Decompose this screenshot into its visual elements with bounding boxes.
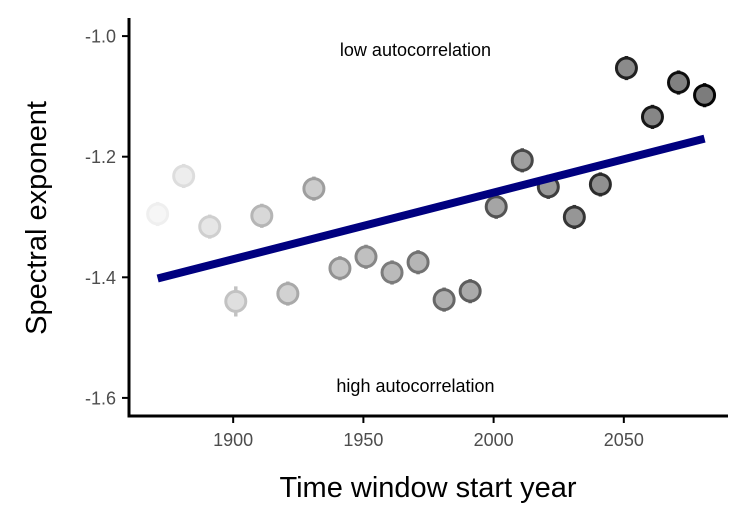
trend-line-layer (156, 134, 706, 283)
y-axis-title: Spectral exponent (21, 101, 53, 335)
x-tick-label: 2050 (604, 430, 644, 450)
y-tick-label: -1.6 (85, 388, 116, 408)
point-marker (250, 204, 274, 228)
point-marker (562, 205, 586, 229)
data-point (146, 201, 170, 227)
point-marker (693, 83, 717, 107)
point-marker (667, 71, 691, 95)
x-tick-label: 1900 (213, 430, 253, 450)
axes: -1.0 -1.2 -1.4 -1.6 1900 1950 2000 2050 (85, 18, 728, 450)
point-marker (588, 172, 612, 196)
data-point (354, 244, 378, 269)
point-marker (328, 256, 352, 280)
data-point (693, 83, 717, 108)
point-marker (458, 279, 482, 303)
data-point (667, 70, 691, 95)
y-tick-label: -1.0 (85, 27, 116, 47)
data-point (250, 203, 274, 228)
trend-line (156, 134, 706, 283)
annotation-text: low autocorrelation (340, 40, 491, 60)
data-point (484, 194, 508, 219)
point-marker (432, 288, 456, 312)
y-tick-label: -1.2 (85, 147, 116, 167)
x-axis-title: Time window start year (279, 472, 576, 504)
point-marker (380, 260, 404, 284)
point-marker (146, 202, 170, 226)
data-point (588, 172, 612, 197)
x-tick-label: 1950 (343, 430, 383, 450)
data-point (198, 214, 222, 239)
annotations: low autocorrelation high autocorrelation (336, 40, 494, 396)
data-point (406, 250, 430, 275)
point-marker (614, 56, 638, 80)
point-marker (484, 195, 508, 219)
data-points (146, 55, 717, 317)
point-marker (224, 289, 248, 313)
point-marker (406, 250, 430, 274)
data-point (640, 104, 664, 129)
x-tick-label: 2000 (474, 430, 514, 450)
data-point (302, 176, 326, 201)
data-point (432, 287, 456, 312)
point-marker (640, 105, 664, 129)
data-point (328, 256, 352, 281)
data-point (614, 55, 638, 81)
data-point (458, 279, 482, 304)
data-point (562, 204, 586, 230)
data-point (276, 281, 300, 306)
point-marker (354, 245, 378, 269)
y-tick-label: -1.4 (85, 268, 116, 288)
point-marker (198, 215, 222, 239)
annotation-text: high autocorrelation (336, 376, 494, 396)
point-marker (302, 177, 326, 201)
data-point (224, 286, 248, 317)
data-point (510, 148, 534, 173)
point-marker (510, 148, 534, 172)
data-point (172, 163, 196, 189)
point-marker (276, 282, 300, 306)
point-marker (172, 164, 196, 188)
data-point (380, 260, 404, 285)
